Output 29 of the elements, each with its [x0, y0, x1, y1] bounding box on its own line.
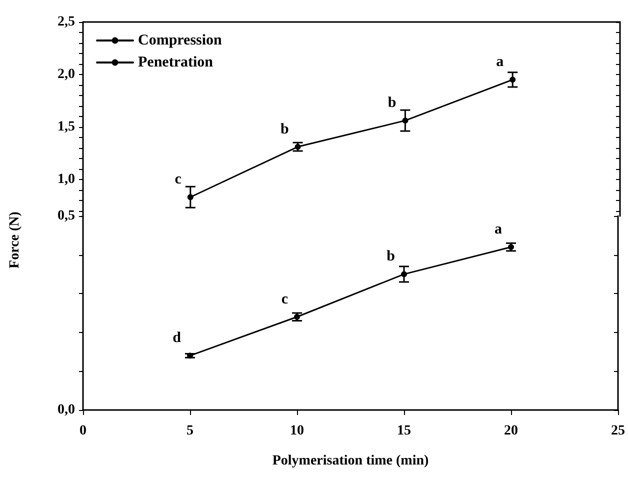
annotation: c [174, 172, 182, 188]
y-axis-title: Force (N) [8, 211, 22, 268]
point [401, 271, 407, 278]
x-axis-title: Polymerisation time (min) [272, 454, 429, 468]
y-tick-label: 1,5 [58, 119, 75, 134]
point [510, 76, 516, 83]
y-tick-label: 0,5 [58, 208, 75, 224]
annotation: a [494, 222, 502, 238]
legend-label: Penetration [138, 54, 214, 70]
point [294, 144, 301, 150]
x-tick-label: 5 [186, 424, 194, 438]
x-tick-label: 15 [397, 424, 411, 438]
y-tick-label: 0,0 [58, 402, 75, 418]
annotation: d [172, 330, 182, 346]
x-tick-label: 0 [80, 424, 86, 438]
annotation: b [280, 121, 289, 138]
annotation: b [386, 248, 395, 265]
y-tick-label: 2,5 [58, 14, 75, 30]
x-tick-label: 20 [504, 424, 518, 438]
point [187, 194, 194, 200]
point [402, 118, 408, 124]
annotation: b [388, 95, 396, 112]
x-tick-label: 10 [290, 424, 304, 438]
y-tick-label: 1,0 [58, 172, 75, 187]
x-tick-label: 25 [611, 424, 625, 438]
annotation: c [281, 291, 288, 308]
annotation: a [496, 54, 504, 70]
y-tick-label: 2,0 [58, 66, 75, 82]
legend-label: Compression [138, 32, 223, 48]
